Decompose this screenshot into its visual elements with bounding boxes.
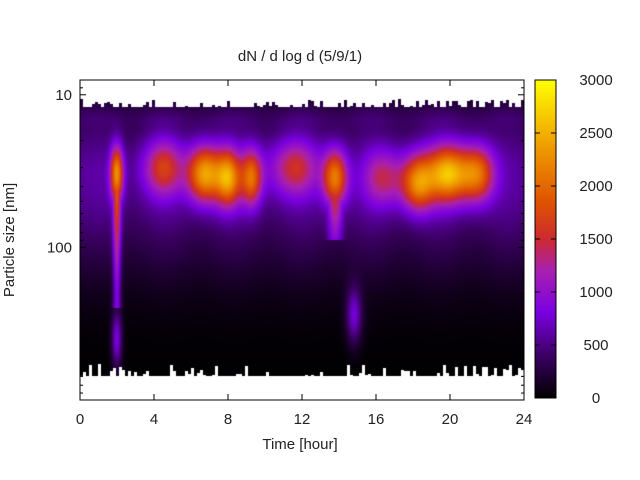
heatmap-canvas bbox=[80, 80, 524, 400]
colorbar: 0 500 1000 1500 2000 2500 3000 bbox=[534, 72, 613, 407]
x-axis-label: Time [hour] bbox=[262, 436, 337, 453]
x-tick-label: 16 bbox=[368, 411, 385, 428]
colorbar-tick-label: 500 bbox=[583, 337, 608, 354]
y-tick-label: 10 bbox=[55, 87, 72, 104]
y-tick-label: 100 bbox=[47, 239, 72, 256]
colorbar-scale bbox=[535, 80, 556, 398]
x-tick-label: 20 bbox=[442, 411, 459, 428]
colorbar-tick-label: 1000 bbox=[579, 284, 612, 301]
x-tick-label: 24 bbox=[516, 411, 533, 428]
chart-title: dN / d log d (5/9/1) bbox=[238, 48, 362, 65]
colorbar-tick-label: 0 bbox=[592, 390, 600, 407]
colorbar-tick-label: 3000 bbox=[579, 72, 612, 89]
plot-area bbox=[79, 79, 525, 401]
colorbar-tick-label: 1500 bbox=[579, 231, 612, 248]
x-tick-label: 0 bbox=[76, 411, 84, 428]
x-tick-label: 8 bbox=[224, 411, 232, 428]
x-tick-label: 4 bbox=[150, 411, 158, 428]
y-axis-label: Particle size [nm] bbox=[1, 183, 18, 297]
heatmap-canvas-wrapper bbox=[80, 80, 524, 400]
x-axis: 0 4 8 12 16 20 24 bbox=[76, 80, 533, 428]
colorbar-tick-label: 2500 bbox=[579, 125, 612, 142]
y-axis: 10 100 bbox=[47, 79, 524, 394]
colorbar-ticks: 0 500 1000 1500 2000 2500 3000 bbox=[535, 72, 613, 407]
colorbar-tick-label: 2000 bbox=[579, 178, 612, 195]
x-tick-label: 12 bbox=[294, 411, 311, 428]
